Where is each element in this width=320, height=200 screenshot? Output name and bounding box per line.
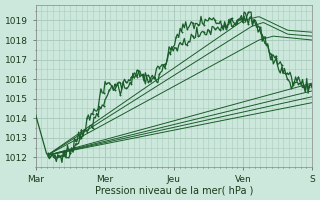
X-axis label: Pression niveau de la mer( hPa ): Pression niveau de la mer( hPa ) [95,185,253,195]
